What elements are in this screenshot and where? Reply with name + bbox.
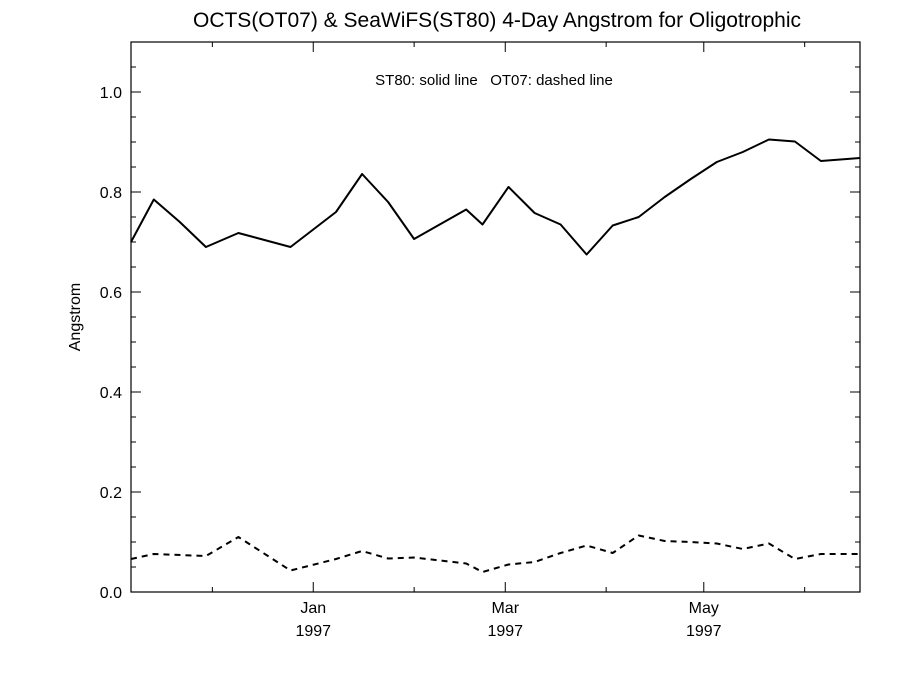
x-tick-month-label: May [689,600,719,617]
x-tick-month-label: Mar [491,600,519,617]
y-tick-label: 0.8 [100,185,122,202]
x-tick-year-label: 1997 [686,623,722,640]
plot-frame [130,41,861,593]
y-tick-label: 1.0 [100,85,122,102]
x-tick-year-label: 1997 [487,623,523,640]
series-line-st80 [130,138,861,256]
legend-note: ST80: solid line OT07: dashed line [375,72,613,89]
y-axis: 0.0 0.2 0.4 0.6 0.8 1.0 [100,66,860,602]
x-tick-year-label: 1997 [295,623,331,640]
series-line-ot07 [130,534,860,573]
y-tick-label: 0.6 [100,285,122,302]
y-tick-label: 0.0 [100,585,122,602]
y-tick-label: 0.2 [100,485,122,502]
chart-title: OCTS(OT07) & SeaWiFS(ST80) 4-Day Angstro… [193,9,801,32]
x-axis: Jan 1997 Mar 1997 May 1997 [211,42,806,640]
y-tick-label: 0.4 [100,385,122,402]
series-group [130,138,861,573]
y-axis-label: Angstrom [67,283,84,351]
x-tick-month-label: Jan [300,600,326,617]
